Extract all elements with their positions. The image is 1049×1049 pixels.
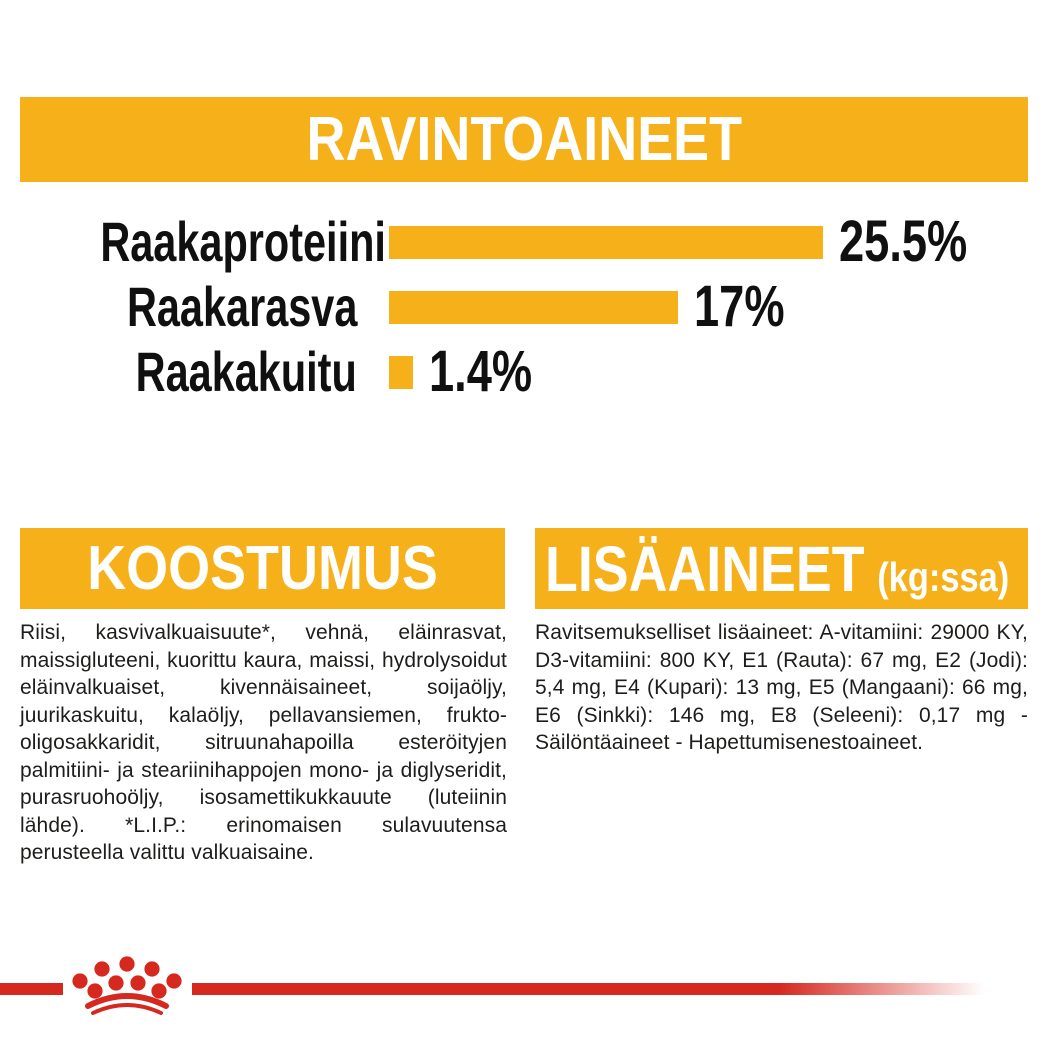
nutrient-label: Raakakuitu: [135, 340, 357, 403]
brand-stripe-left: [0, 983, 63, 995]
nutrient-value: 17%: [694, 274, 785, 339]
additives-title-suffix: (kg:ssa): [877, 553, 1010, 600]
crown-dots: [72, 956, 182, 999]
additives-body-text: Ravitsemukselliset lisäaineet: A-vitamii…: [535, 621, 1028, 754]
composition-body-text: Riisi, kasvivalkuaisuute*, vehnä, eläinr…: [20, 621, 507, 864]
nutrients-title: RAVINTOAINEET: [306, 104, 742, 174]
composition-banner: KOOSTUMUS: [20, 528, 505, 609]
royal-canin-crown-logo: [72, 956, 182, 1015]
nutrient-bar: [389, 225, 823, 259]
nutrient-value: 25.5%: [838, 209, 967, 274]
nutrient-row-fat: Raakarasva 17%: [0, 275, 810, 338]
nutrient-bar: [389, 355, 413, 389]
nutrient-row-fiber: Raakakuitu 1.4%: [0, 340, 561, 403]
nutrient-row-protein: Raakaproteiini 25.5%: [0, 210, 1003, 273]
nutrient-bar: [389, 290, 678, 324]
additives-banner: LISÄAINEET (kg:ssa): [535, 528, 1028, 609]
crown-arcs: [85, 993, 169, 1015]
additives-title: LISÄAINEET: [545, 532, 865, 605]
brand-stripe-right: [192, 983, 985, 995]
nutrient-label: Raakaproteiini: [100, 210, 386, 273]
nutrient-label: Raakarasva: [126, 275, 357, 338]
nutrient-value: 1.4%: [428, 339, 532, 404]
composition-title: KOOSTUMUS: [87, 533, 438, 603]
additives-title-line: LISÄAINEET (kg:ssa): [545, 537, 1009, 601]
nutrients-banner: RAVINTOAINEET: [20, 97, 1028, 182]
